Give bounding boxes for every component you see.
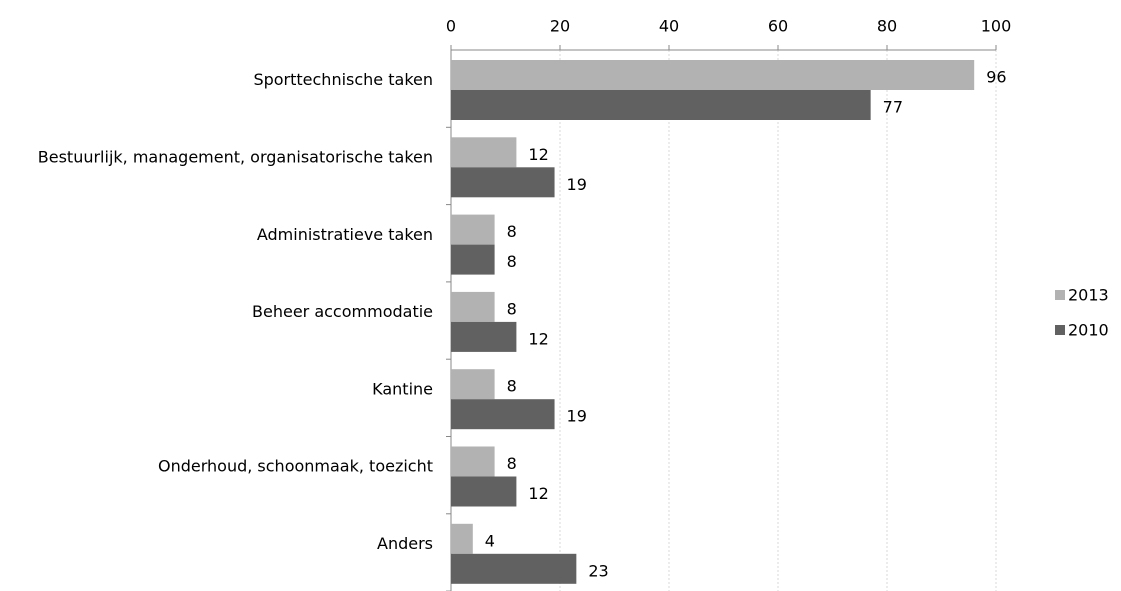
- data-label: 8: [507, 252, 517, 271]
- bar: [451, 167, 555, 198]
- data-label: 23: [588, 561, 608, 580]
- data-label: 19: [567, 175, 587, 194]
- x-tick-label: 0: [446, 17, 456, 36]
- data-label: 12: [528, 145, 548, 164]
- y-tick-label: Administratieve taken: [257, 225, 433, 244]
- x-tick-label: 40: [659, 17, 679, 36]
- data-label: 8: [507, 222, 517, 241]
- x-tick-label: 100: [981, 17, 1012, 36]
- bar: [451, 291, 495, 322]
- y-tick-label: Anders: [377, 534, 433, 553]
- x-tick-label: 60: [768, 17, 788, 36]
- bar: [451, 399, 555, 430]
- data-label: 12: [528, 484, 548, 503]
- y-tick-label: Bestuurlijk, management, organisatorisch…: [38, 147, 433, 166]
- legend-swatch: [1055, 290, 1065, 300]
- legend-swatch: [1055, 325, 1065, 335]
- bar: [451, 369, 495, 400]
- x-tick-label: 20: [550, 17, 570, 36]
- bar: [451, 60, 975, 90]
- legend-label: 2013: [1068, 286, 1109, 305]
- bar: [451, 321, 517, 352]
- bar: [451, 244, 495, 275]
- bar: [451, 214, 495, 245]
- data-label: 8: [507, 454, 517, 473]
- data-label: 8: [507, 377, 517, 396]
- data-label: 8: [507, 299, 517, 318]
- bar: [451, 446, 495, 477]
- data-label: 19: [567, 407, 587, 426]
- bar: [451, 476, 517, 507]
- y-tick-label: Kantine: [372, 379, 433, 398]
- bar: [451, 523, 473, 554]
- data-label: 77: [883, 98, 903, 117]
- y-tick-label: Beheer accommodatie: [252, 302, 433, 321]
- y-tick-label: Sporttechnische taken: [253, 70, 433, 89]
- data-label: 96: [986, 68, 1006, 87]
- bar: [451, 137, 517, 168]
- bar: [451, 90, 871, 120]
- data-label: 12: [528, 329, 548, 348]
- data-label: 4: [485, 531, 495, 550]
- bar: [451, 553, 577, 584]
- legend-label: 2010: [1068, 321, 1109, 340]
- x-tick-label: 80: [877, 17, 897, 36]
- y-tick-label: Onderhoud, schoonmaak, toezicht: [158, 457, 433, 476]
